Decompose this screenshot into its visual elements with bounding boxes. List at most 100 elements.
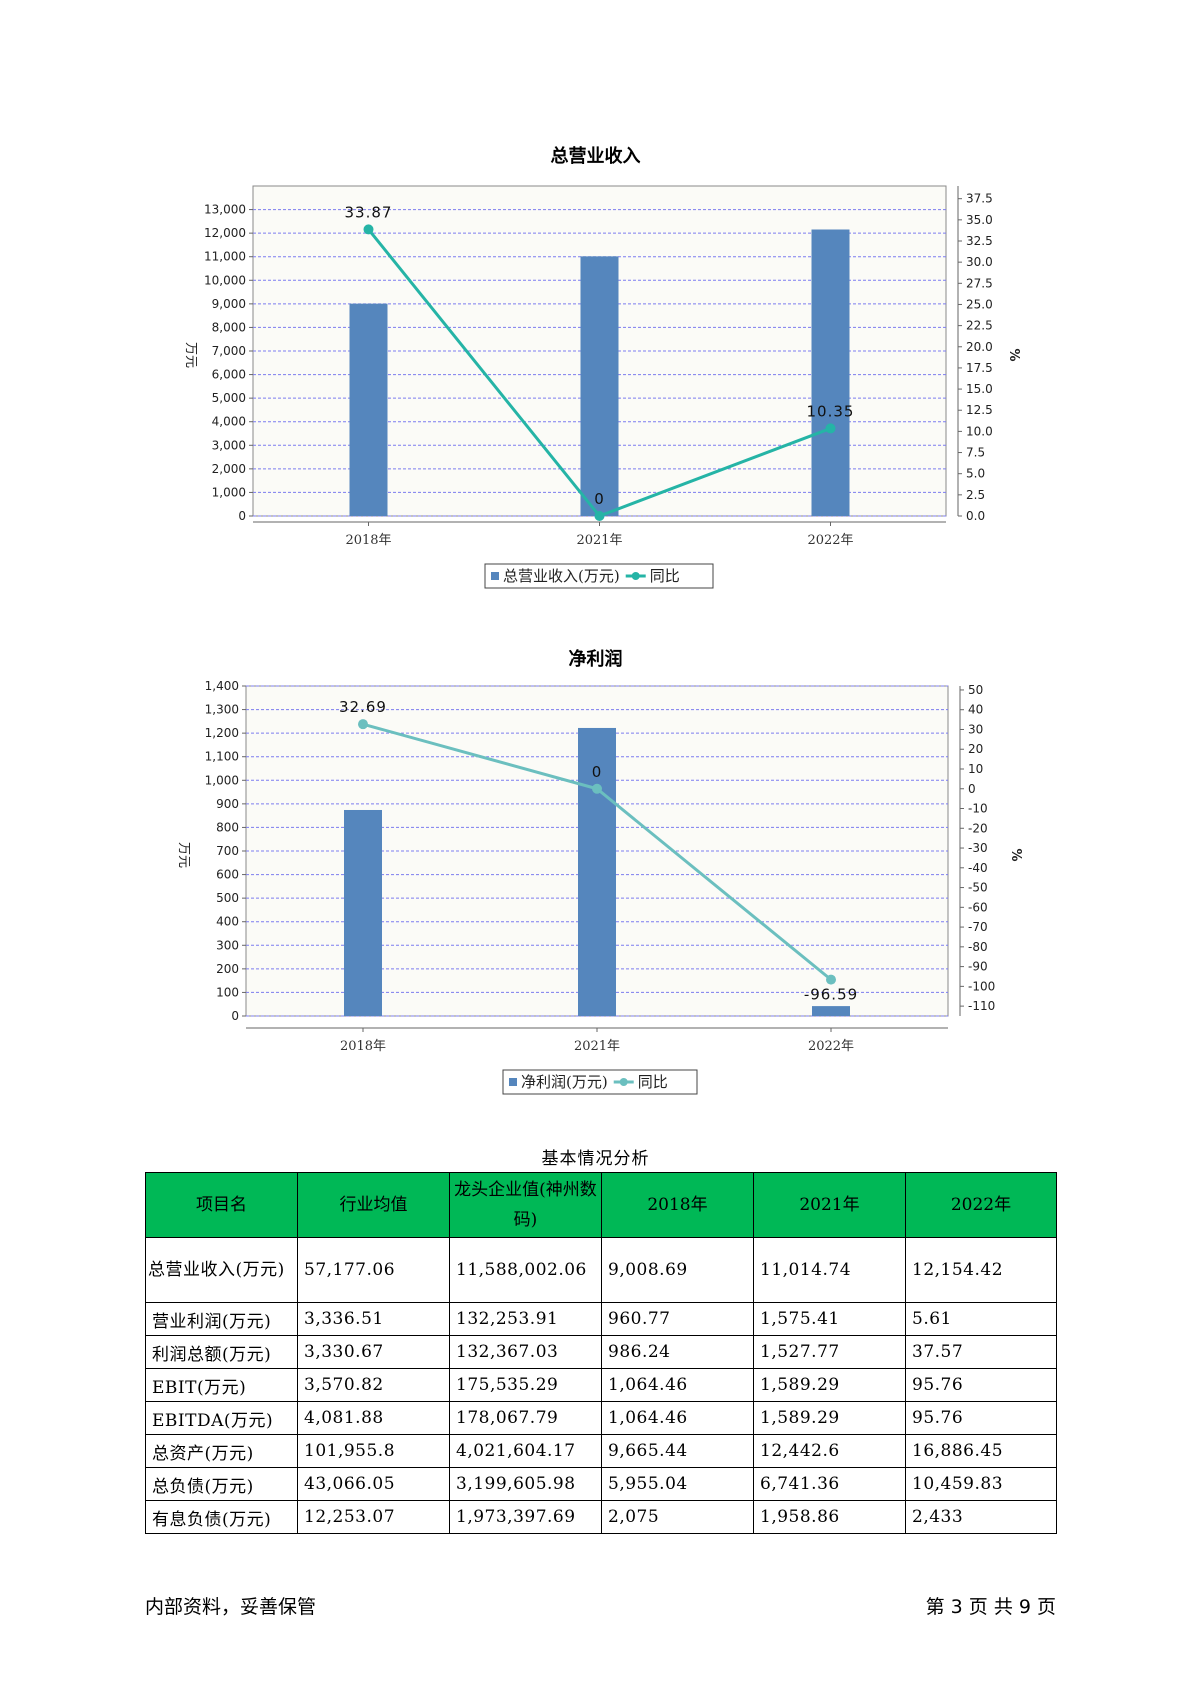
bar — [578, 727, 616, 1016]
right-tick-label: -30 — [968, 841, 988, 855]
table-cell: 营业利润(万元) — [145, 1302, 298, 1336]
table-cell: 1,589.29 — [753, 1401, 906, 1435]
right-tick-label: 5.0 — [966, 467, 985, 481]
right-tick-label: 32.5 — [966, 234, 993, 248]
table-cell: 12,154.42 — [905, 1237, 1057, 1303]
data-label: 0 — [592, 763, 603, 781]
table-cell: 37.57 — [905, 1335, 1057, 1369]
right-axis-title: % — [1008, 848, 1023, 861]
y-tick-label: 7,000 — [212, 344, 246, 358]
right-tick-label: 30 — [968, 722, 983, 736]
table-row: 总资产(万元) 101,955.8 4,021,604.17 9,665.44 … — [145, 1434, 1057, 1468]
y-tick-label: 700 — [216, 844, 239, 858]
table-cell: EBITDA(万元) — [145, 1401, 298, 1435]
right-tick-label: -20 — [968, 821, 988, 835]
table-cell: 9,008.69 — [601, 1237, 754, 1303]
table-cell: 11,588,002.06 — [449, 1237, 602, 1303]
bar — [812, 1006, 850, 1016]
line-point — [594, 511, 605, 521]
y-tick-label: 3,000 — [212, 438, 246, 452]
legend-line-marker — [619, 1078, 628, 1086]
chart-net-profit: 01002003004005006007008009001,0001,1001,… — [176, 680, 1023, 1095]
chart-title-revenue: 总营业收入 — [550, 146, 641, 167]
y-tick-label: 0 — [238, 509, 246, 523]
line-point — [826, 974, 836, 985]
right-tick-label: -80 — [968, 940, 988, 954]
table-cell: 总营业收入(万元) — [145, 1237, 298, 1303]
y-tick-label: 4,000 — [212, 415, 246, 429]
table-cell: 101,955.8 — [297, 1434, 450, 1468]
table-cell: 3,570.82 — [297, 1368, 450, 1402]
right-tick-label: -110 — [968, 999, 995, 1013]
bar — [811, 229, 850, 516]
data-label: 33.87 — [345, 203, 393, 221]
right-tick-label: 30.0 — [966, 255, 993, 269]
y-tick-label: 1,000 — [212, 485, 246, 499]
y-tick-label: 600 — [216, 868, 239, 882]
table-header: 项目名 — [145, 1172, 298, 1238]
right-tick-label: 10.0 — [966, 424, 993, 438]
table-cell: 6,741.36 — [753, 1467, 906, 1501]
y-tick-label: 1,200 — [205, 726, 239, 740]
table-cell: 4,081.88 — [297, 1401, 450, 1435]
table-cell: 4,021,604.17 — [449, 1434, 602, 1468]
bar — [349, 303, 388, 516]
right-tick-label: 17.5 — [966, 361, 993, 375]
table-row: 总负债(万元) 43,066.05 3,199,605.98 5,955.04 … — [145, 1467, 1057, 1501]
y-tick-label: 100 — [216, 985, 239, 999]
table-cell: 1,527.77 — [753, 1335, 906, 1369]
table-cell: 16,886.45 — [905, 1434, 1057, 1468]
x-tick-label: 2021年 — [574, 1039, 620, 1054]
table-row: 利润总额(万元) 3,330.67 132,367.03 986.24 1,52… — [145, 1335, 1057, 1369]
table-cell: 5,955.04 — [601, 1467, 754, 1501]
right-tick-label: -70 — [968, 920, 988, 934]
chart-title-net-profit: 净利润 — [568, 649, 623, 670]
analysis-table: 项目名 行业均值 龙头企业值(神州数码) 2018年 2021年 2022年 总… — [145, 1172, 1057, 1534]
legend-label: 净利润(万元) — [521, 1073, 608, 1091]
table-cell: 986.24 — [601, 1335, 754, 1369]
y-tick-label: 400 — [216, 915, 239, 929]
table-row: EBIT(万元) 3,570.82 175,535.29 1,064.46 1,… — [145, 1368, 1057, 1402]
legend-box — [484, 563, 714, 589]
right-tick-label: -10 — [968, 802, 988, 816]
table-header: 2021年 — [753, 1172, 906, 1238]
line-point — [358, 719, 368, 730]
table-cell: 2,075 — [601, 1500, 754, 1534]
table-cell: 12,253.07 — [297, 1500, 450, 1534]
table-cell: 95.76 — [905, 1401, 1057, 1435]
y-tick-label: 12,000 — [204, 226, 246, 240]
y-tick-label: 10,000 — [204, 273, 246, 287]
table-cell: 132,367.03 — [449, 1335, 602, 1369]
right-tick-label: 0.0 — [966, 509, 985, 523]
table-cell: 132,253.91 — [449, 1302, 602, 1336]
y-tick-label: 11,000 — [204, 250, 246, 264]
x-tick-label: 2018年 — [345, 533, 391, 548]
table-cell: 9,665.44 — [601, 1434, 754, 1468]
line-point — [825, 423, 836, 434]
table-cell: 1,958.86 — [753, 1500, 906, 1534]
table-cell: 1,589.29 — [753, 1368, 906, 1402]
right-tick-label: 15.0 — [966, 382, 993, 396]
footer-confidential-note: 内部资料，妥善保管 — [145, 1596, 317, 1618]
y-tick-label: 800 — [216, 820, 239, 834]
table-cell: 960.77 — [601, 1302, 754, 1336]
table-row: 总营业收入(万元) 57,177.06 11,588,002.06 9,008.… — [145, 1237, 1057, 1303]
legend-label: 同比 — [638, 1073, 668, 1091]
right-tick-label: 0 — [968, 782, 976, 796]
right-tick-label: 40 — [968, 703, 983, 717]
table-cell: 3,336.51 — [297, 1302, 450, 1336]
legend-bar-swatch — [509, 1078, 517, 1086]
table-cell: 5.61 — [905, 1302, 1057, 1336]
table-cell: 1,575.41 — [753, 1302, 906, 1336]
table-cell: 总负债(万元) — [145, 1467, 298, 1501]
x-tick-label: 2018年 — [340, 1039, 386, 1054]
legend-label: 同比 — [650, 567, 680, 585]
table-cell: EBIT(万元) — [145, 1368, 298, 1402]
table-cell: 利润总额(万元) — [145, 1335, 298, 1369]
y-tick-label: 500 — [216, 891, 239, 905]
table-header-row: 项目名 行业均值 龙头企业值(神州数码) 2018年 2021年 2022年 — [145, 1172, 1057, 1238]
line-point — [592, 783, 602, 794]
y-axis-title: 万元 — [176, 842, 191, 868]
y-tick-label: 0 — [231, 1009, 239, 1023]
table-cell: 2,433 — [905, 1500, 1057, 1534]
